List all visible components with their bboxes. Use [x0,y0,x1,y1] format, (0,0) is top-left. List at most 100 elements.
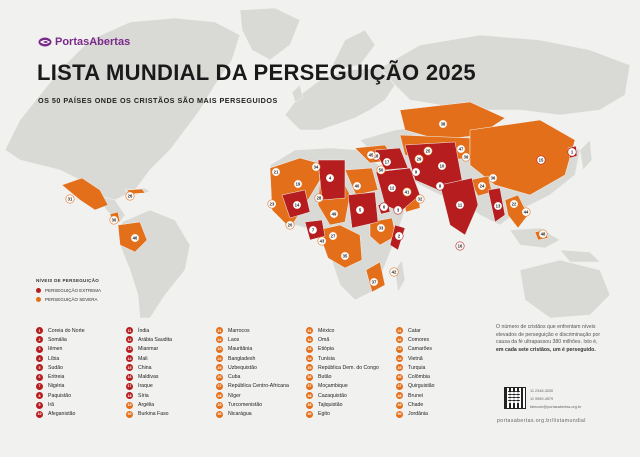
country-list-item: 39 Tajiquistão [306,400,379,409]
map-marker[interactable]: 31 [65,194,75,204]
country-name: Mauritânia [228,346,253,353]
rank-badge: 49 [396,401,403,409]
map-marker[interactable]: 45 [366,150,376,160]
map-marker-circle [65,194,75,204]
country-list-item: 35 República Dem. do Congo [306,363,379,372]
map-marker-circle [402,187,412,197]
country-name: Marrocos [228,327,250,334]
contact-phone-1[interactable]: 11 2348-3030 [530,389,554,393]
map-marker[interactable]: 1 [567,147,577,157]
country-name: Jordânia [408,411,428,418]
map-marker[interactable]: 17 [382,157,392,167]
map-marker[interactable]: 28 [314,193,324,203]
country-name: Níger [228,392,241,399]
country-list-column-5: 41 Catar 42 Comores 43 Camarões 44 Vietnã 45 Turq… [396,326,435,419]
map-marker-circle [455,241,465,251]
map-marker[interactable]: 15 [536,155,546,165]
map-marker[interactable]: 33 [376,223,386,233]
map-marker[interactable]: 21 [271,167,281,177]
map-marker-circle [267,199,277,209]
map-marker[interactable]: 10 [437,161,447,171]
map-marker[interactable]: 9 [411,167,421,177]
map-marker[interactable]: 44 [521,207,531,217]
map-marker[interactable]: 35 [340,251,350,261]
rank-badge: 21 [216,327,223,335]
country-name: Maldivas [138,374,159,381]
map-marker[interactable]: 29 [414,154,424,164]
map-marker[interactable]: 49 [329,209,339,219]
map-marker[interactable]: 24 [477,181,487,191]
map-marker[interactable]: 7 [308,225,318,235]
map-marker[interactable]: 23 [267,199,277,209]
country-name: Moçambique [318,383,348,390]
map-marker[interactable]: 30 [109,215,119,225]
country-name: Sudão [48,364,64,371]
map-marker[interactable]: 32 [415,194,425,204]
map-marker[interactable]: 2 [394,231,404,241]
map-marker-label: 43 [320,239,325,244]
map-marker[interactable]: 22 [509,199,519,209]
country-list-item: 25 Uzbequistão [216,363,289,372]
map-marker[interactable]: 37 [369,277,379,287]
country-name: Somália [48,336,67,343]
map-marker[interactable]: 20 [285,220,295,230]
map-marker[interactable]: 25 [423,146,433,156]
map-marker[interactable]: 12 [387,183,397,193]
qr-code[interactable] [504,387,526,409]
map-marker-circle [308,225,318,235]
rank-badge: 39 [306,401,313,409]
map-marker-circle [415,194,425,204]
map-marker[interactable]: 48 [538,229,548,239]
map-marker-label: 42 [392,270,397,275]
map-marker[interactable]: 50 [376,165,386,175]
map-marker[interactable]: 27 [328,231,338,241]
rank-badge: 8 [36,392,43,400]
map-marker[interactable]: 6 [379,202,389,212]
map-marker[interactable]: 47 [456,144,466,154]
map-marker[interactable]: 42 [389,267,399,277]
map-marker[interactable]: 13 [493,201,503,211]
map-marker[interactable]: 19 [293,179,303,189]
contact-email[interactable]: falecom@portasabertas.org.br [530,404,582,409]
country-list-item: 14 Mali [126,354,172,363]
contact-phone-2[interactable]: 11 9969-4579 [530,396,554,401]
map-marker-circle [366,150,376,160]
map-marker-label: 34 [314,165,319,170]
map-marker[interactable]: 11 [455,200,465,210]
map-marker[interactable]: 14 [292,200,302,210]
map-marker-circle [437,161,447,171]
map-marker-label: 49 [332,212,337,217]
map-marker[interactable]: 38 [438,119,448,129]
country-name: Quirguistão [408,383,435,390]
country-name: Etiópia [318,346,334,353]
map-marker-circle [376,223,386,233]
rank-badge: 29 [216,401,223,409]
map-marker[interactable]: 46 [130,233,140,243]
map-marker[interactable]: 39 [461,152,471,162]
map-marker[interactable]: 16 [455,241,465,251]
map-marker[interactable]: 5 [355,205,365,215]
website-link[interactable]: portasabertas.org.br/listamundial [497,418,586,424]
logo[interactable]: PortasAbertas [38,36,130,48]
map-marker[interactable]: 3 [393,205,403,215]
map-marker-circle [536,155,546,165]
contacts: 11 2348-3030 11 9969-4579 falecom@portas… [530,388,581,412]
map-marker[interactable]: 43 [317,236,327,246]
map-marker[interactable]: 34 [311,162,321,172]
map-marker-label: 23 [270,202,275,207]
map-marker[interactable]: 26 [125,191,135,201]
map-marker[interactable]: 8 [435,181,445,191]
rank-badge: 34 [306,355,313,363]
country-list-item: 8 Paquistão [36,391,85,400]
map-marker[interactable]: 41 [402,187,412,197]
rank-badge: 42 [396,336,403,344]
rank-badge: 43 [396,345,403,353]
country-list-item: 28 Níger [216,391,289,400]
legend-title: NÍVEIS DE PERSEGUIÇÃO [36,278,100,283]
map-marker-circle [509,199,519,209]
country-list-item: 38 Cazaquistão [306,391,379,400]
map-marker[interactable]: 36 [488,173,498,183]
map-marker-circle [109,215,119,225]
map-marker[interactable]: 4 [325,173,335,183]
map-marker[interactable]: 40 [352,181,362,191]
